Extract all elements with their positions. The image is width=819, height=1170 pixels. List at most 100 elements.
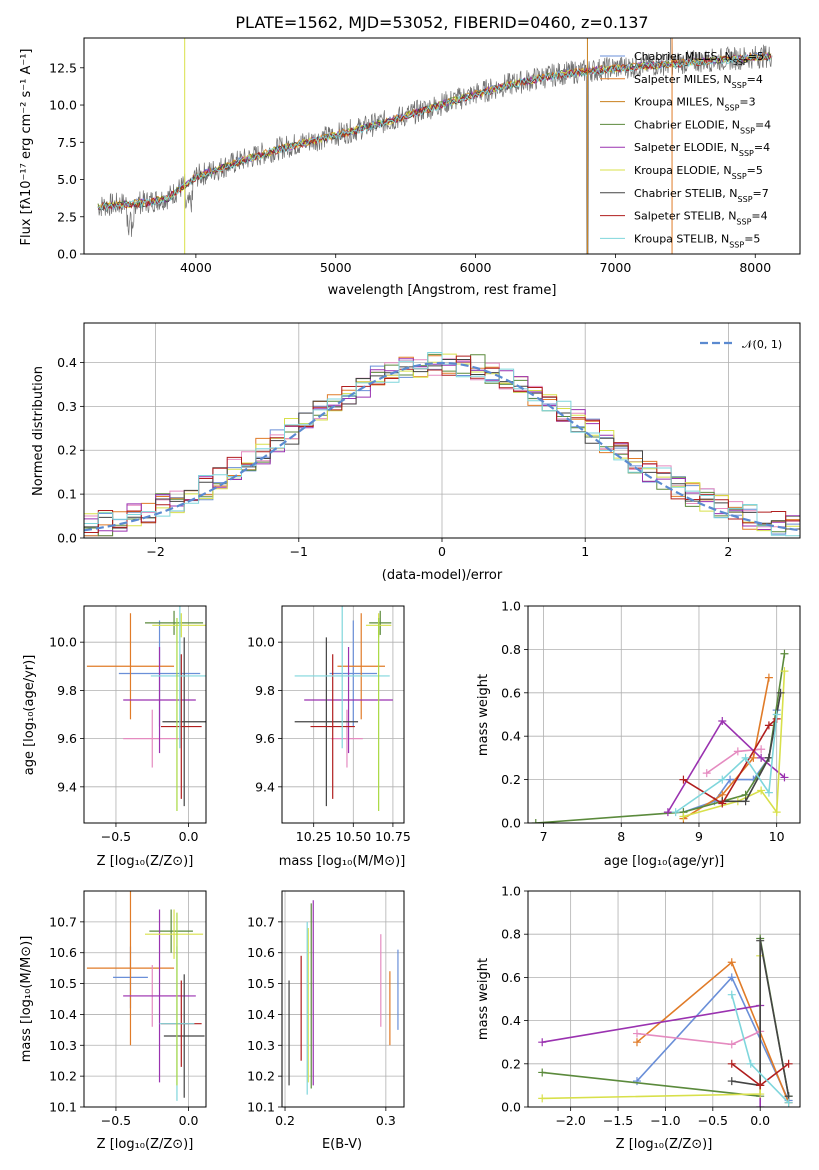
plus-marker — [727, 958, 736, 967]
plus-marker — [702, 769, 711, 778]
plus-marker — [780, 773, 789, 782]
plus-marker — [663, 808, 672, 817]
legend-subscript: SSP — [738, 194, 753, 203]
plus-marker — [727, 1040, 736, 1049]
errorbar-point — [160, 654, 202, 799]
x-tick-label: 1 — [581, 544, 589, 559]
x-tick-label: 7000 — [600, 260, 632, 275]
plus-marker — [718, 717, 727, 726]
x-tick-label: 8 — [617, 829, 625, 844]
legend-count: =5 — [744, 232, 760, 245]
plus-marker — [538, 1094, 547, 1103]
x-tick-label: −1 — [290, 544, 308, 559]
y-tick-label: 9.8 — [255, 683, 275, 698]
y-tick-label: 7.5 — [57, 135, 77, 150]
legend-label: Salpeter MILES, NSSP=4 — [634, 73, 763, 90]
plus-marker — [531, 819, 540, 823]
axes-frame — [281, 890, 405, 1108]
mass-vs-metallicity-panel: −0.5 0.0 10.1 10.2 10.3 10.4 10.5 10.6 10.7 Z [l… — [19, 890, 207, 1152]
y-tick-label: 0.8 — [501, 642, 521, 657]
plus-marker — [764, 788, 773, 797]
plus-marker — [741, 797, 750, 806]
legend-subscript: SSP — [740, 126, 755, 135]
plus-marker — [718, 799, 727, 808]
y-tick-label: 0.0 — [57, 531, 77, 546]
y-tick-label: 10.6 — [49, 945, 77, 960]
y-tick-label: 0.6 — [501, 685, 521, 700]
errorbar-point — [294, 637, 359, 807]
x-tick-label: −2 — [146, 544, 164, 559]
x-tick-label: 7 — [540, 829, 548, 844]
legend-label: Chabrier MILES, NSSP=5 — [634, 50, 764, 67]
x-tick-label: 0.2 — [275, 1113, 295, 1128]
legend-subscript: SSP — [732, 172, 747, 181]
spectrum-ylabel: Flux [fλ10⁻¹⁷ erg cm⁻² s⁻¹ A⁻¹] — [19, 49, 34, 246]
errorbar-point — [145, 610, 204, 635]
y-tick-label: 9.6 — [57, 731, 77, 746]
y-tick-label: 12.5 — [49, 60, 77, 75]
plus-marker — [756, 1090, 765, 1099]
plus-marker — [757, 753, 766, 762]
y-tick-label: 10.0 — [49, 98, 77, 113]
legend-count: =4 — [754, 141, 770, 154]
weight-vs-age-panel: 7 8 9 10 0.0 0.2 0.4 0.6 0.8 1.0 age [log₁₀(age/y… — [476, 599, 801, 869]
plus-marker — [757, 786, 766, 795]
y-tick-label: 0.2 — [501, 772, 521, 787]
spectrum-panel: PLATE=1562, MJD=53052, FIBERID=0460, z=0… — [19, 13, 801, 298]
plus-marker — [727, 990, 736, 999]
plus-marker — [780, 667, 789, 676]
legend-count: =5 — [747, 164, 763, 177]
errorbar-point — [163, 974, 205, 1098]
x-tick-label: −2.0 — [555, 1113, 585, 1128]
plus-marker — [726, 775, 735, 784]
axes-frame — [83, 322, 801, 539]
y-tick-label: 9.4 — [255, 779, 275, 794]
plus-marker — [718, 775, 727, 784]
plus-marker — [756, 1081, 765, 1090]
age-vs-metallicity-ylabel: age [log₁₀(age/yr)] — [22, 655, 37, 776]
normal-distribution-curve — [84, 361, 800, 532]
x-tick-label: 10.25 — [296, 829, 332, 844]
axes-frame — [527, 605, 801, 824]
y-tick-label: 10.5 — [49, 976, 77, 991]
age-vs-mass-xlabel: mass [log₁₀(M/M⊙)] — [279, 854, 406, 869]
axes-frame — [281, 605, 405, 824]
x-tick-label: 4000 — [180, 260, 212, 275]
plus-marker — [632, 1038, 641, 1047]
plus-marker — [746, 1059, 755, 1068]
legend-count: =4 — [751, 210, 767, 223]
y-tick-label: 10.4 — [49, 1007, 77, 1022]
x-tick-label: 6000 — [460, 260, 492, 275]
y-tick-label: 10.0 — [49, 635, 77, 650]
axes-frame — [83, 605, 207, 824]
y-tick-label: 10.4 — [247, 1007, 275, 1022]
x-tick-label: −0.5 — [698, 1113, 728, 1128]
x-tick-label: −1.5 — [603, 1113, 633, 1128]
mass-vs-ebv-plot-area: 0.2 0.3 10.1 10.2 10.3 10.4 10.5 10.6 10.7 — [247, 890, 405, 1128]
y-tick-label: 0.4 — [57, 355, 77, 370]
y-tick-label: 0.6 — [501, 970, 521, 985]
mass-vs-ebv-xlabel: E(B-V) — [322, 1137, 362, 1152]
residuals-ylabel: Normed distribution — [31, 366, 46, 496]
plus-marker — [756, 1103, 765, 1107]
y-tick-label: 2.5 — [57, 209, 77, 224]
legend-label: Salpeter ELODIE, NSSP=4 — [634, 141, 770, 158]
legend-label: Kroupa MILES, NSSP=3 — [634, 96, 756, 113]
model-spectrum-line — [97, 53, 772, 211]
y-tick-label: 0.8 — [501, 927, 521, 942]
errorbar-point — [337, 613, 385, 720]
mass-vs-metallicity-ylabel: mass [log₁₀(M/M⊙)] — [19, 936, 34, 1063]
plus-marker — [538, 1068, 547, 1077]
y-tick-label: 10.7 — [247, 914, 275, 929]
y-tick-label: 10.1 — [49, 1100, 77, 1115]
errorbar-point — [310, 654, 355, 799]
legend-count: =7 — [753, 187, 769, 200]
x-tick-label: 0.0 — [750, 1113, 770, 1128]
plus-marker — [757, 745, 766, 754]
plus-marker — [538, 1038, 547, 1047]
x-tick-label: 8000 — [739, 260, 771, 275]
plus-marker — [780, 649, 789, 658]
axes-frame — [83, 890, 207, 1108]
x-tick-label: 5000 — [320, 260, 352, 275]
y-tick-label: 0.3 — [57, 399, 77, 414]
